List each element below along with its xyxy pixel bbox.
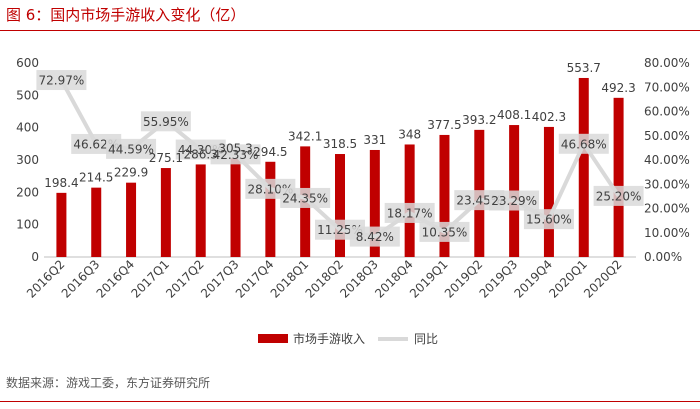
- yoy-label-box: [106, 138, 157, 159]
- y-right-tick-label: 70.00%: [644, 80, 690, 94]
- bar: [230, 158, 241, 257]
- yoy-label: 55.95%: [143, 115, 189, 129]
- y-right-tick-label: 50.00%: [644, 129, 690, 143]
- bar-value-label: 377.5: [427, 118, 461, 132]
- y-left-tick-label: 0: [31, 250, 39, 264]
- yoy-label-box: [558, 133, 609, 154]
- yoy-label-box: [36, 70, 87, 91]
- bar: [404, 144, 415, 257]
- yoy-label: 18.17%: [387, 206, 433, 220]
- yoy-label: 44.59%: [108, 142, 154, 156]
- bar: [195, 164, 206, 257]
- bar-value-label: 305.3: [218, 141, 252, 155]
- bar-value-label: 331: [363, 133, 386, 147]
- bar: [126, 182, 137, 257]
- bar-value-label: 275.1: [149, 151, 183, 165]
- y-left-tick-label: 300: [16, 153, 39, 167]
- bottom-divider: [0, 401, 700, 402]
- bar: [369, 149, 380, 257]
- bar-value-label: 402.3: [532, 110, 566, 124]
- bar-value-label: 492.3: [601, 81, 635, 95]
- bar-value-label: 214.5: [79, 171, 113, 185]
- yoy-label: 23.29%: [491, 194, 537, 208]
- bar: [543, 126, 554, 257]
- yoy-label: 10.35%: [422, 225, 468, 239]
- yoy-label: 25.20%: [596, 189, 642, 203]
- yoy-label-box: [489, 190, 540, 211]
- bar: [578, 77, 589, 257]
- figure-title: 图 6：国内市场手游收入变化（亿）: [6, 6, 246, 24]
- y-left-tick-label: 500: [16, 88, 39, 102]
- bar-value-label: 318.5: [323, 137, 357, 151]
- bar: [91, 187, 102, 257]
- bar-value-label: 198.4: [44, 176, 78, 190]
- bar-value-label: 408.1: [497, 108, 531, 122]
- bar: [335, 154, 345, 257]
- yoy-label-box: [523, 209, 574, 230]
- y-right-tick-label: 10.00%: [644, 226, 690, 240]
- legend-bar-swatch: [258, 334, 288, 343]
- yoy-label: 72.97%: [39, 74, 85, 88]
- y-right-tick-label: 80.00%: [644, 56, 690, 70]
- bar: [56, 192, 67, 257]
- yoy-label: 8.42%: [356, 230, 394, 244]
- title-divider: [0, 30, 700, 31]
- bar-value-label: 342.1: [288, 129, 322, 143]
- legend-line-label: 同比: [414, 332, 438, 346]
- bar-value-label: 393.2: [462, 113, 496, 127]
- source-note: 数据来源：游戏工委，东方证券研究所: [6, 376, 211, 390]
- yoy-label: 42.33%: [213, 148, 259, 162]
- bar-value-label: 348: [398, 127, 421, 141]
- y-left-tick-label: 200: [16, 185, 39, 199]
- y-right-tick-label: 60.00%: [644, 105, 690, 119]
- bar: [160, 168, 171, 257]
- y-right-tick-label: 40.00%: [644, 153, 690, 167]
- bar: [265, 161, 276, 257]
- yoy-label-box: [349, 226, 400, 247]
- yoy-label: 46.68%: [561, 137, 607, 151]
- bar: [613, 97, 624, 257]
- y-right-tick-label: 30.00%: [644, 177, 690, 191]
- bar-value-label: 286.3: [184, 147, 218, 161]
- yoy-label-box: [419, 221, 470, 242]
- bar: [439, 134, 450, 257]
- yoy-label-box: [210, 144, 261, 165]
- x-tick-label: 2020Q2: [581, 257, 625, 301]
- bar-value-label: 229.9: [114, 166, 148, 180]
- bar-value-label: 553.7: [567, 61, 601, 75]
- yoy-label-box: [280, 187, 331, 208]
- y-left-tick-label: 400: [16, 121, 39, 135]
- y-right-tick-label: 0.00%: [644, 250, 682, 264]
- yoy-label: 24.35%: [282, 191, 328, 205]
- y-left-tick-label: 100: [16, 218, 39, 232]
- y-left-tick-label: 600: [16, 56, 39, 70]
- y-right-tick-label: 20.00%: [644, 202, 690, 216]
- yoy-label-box: [384, 202, 435, 223]
- bar-value-label: 294.5: [253, 145, 287, 159]
- yoy-label-box: [593, 185, 644, 206]
- yoy-label: 15.60%: [526, 213, 572, 227]
- yoy-label-box: [140, 111, 191, 132]
- legend-bar-label: 市场手游收入: [293, 331, 365, 346]
